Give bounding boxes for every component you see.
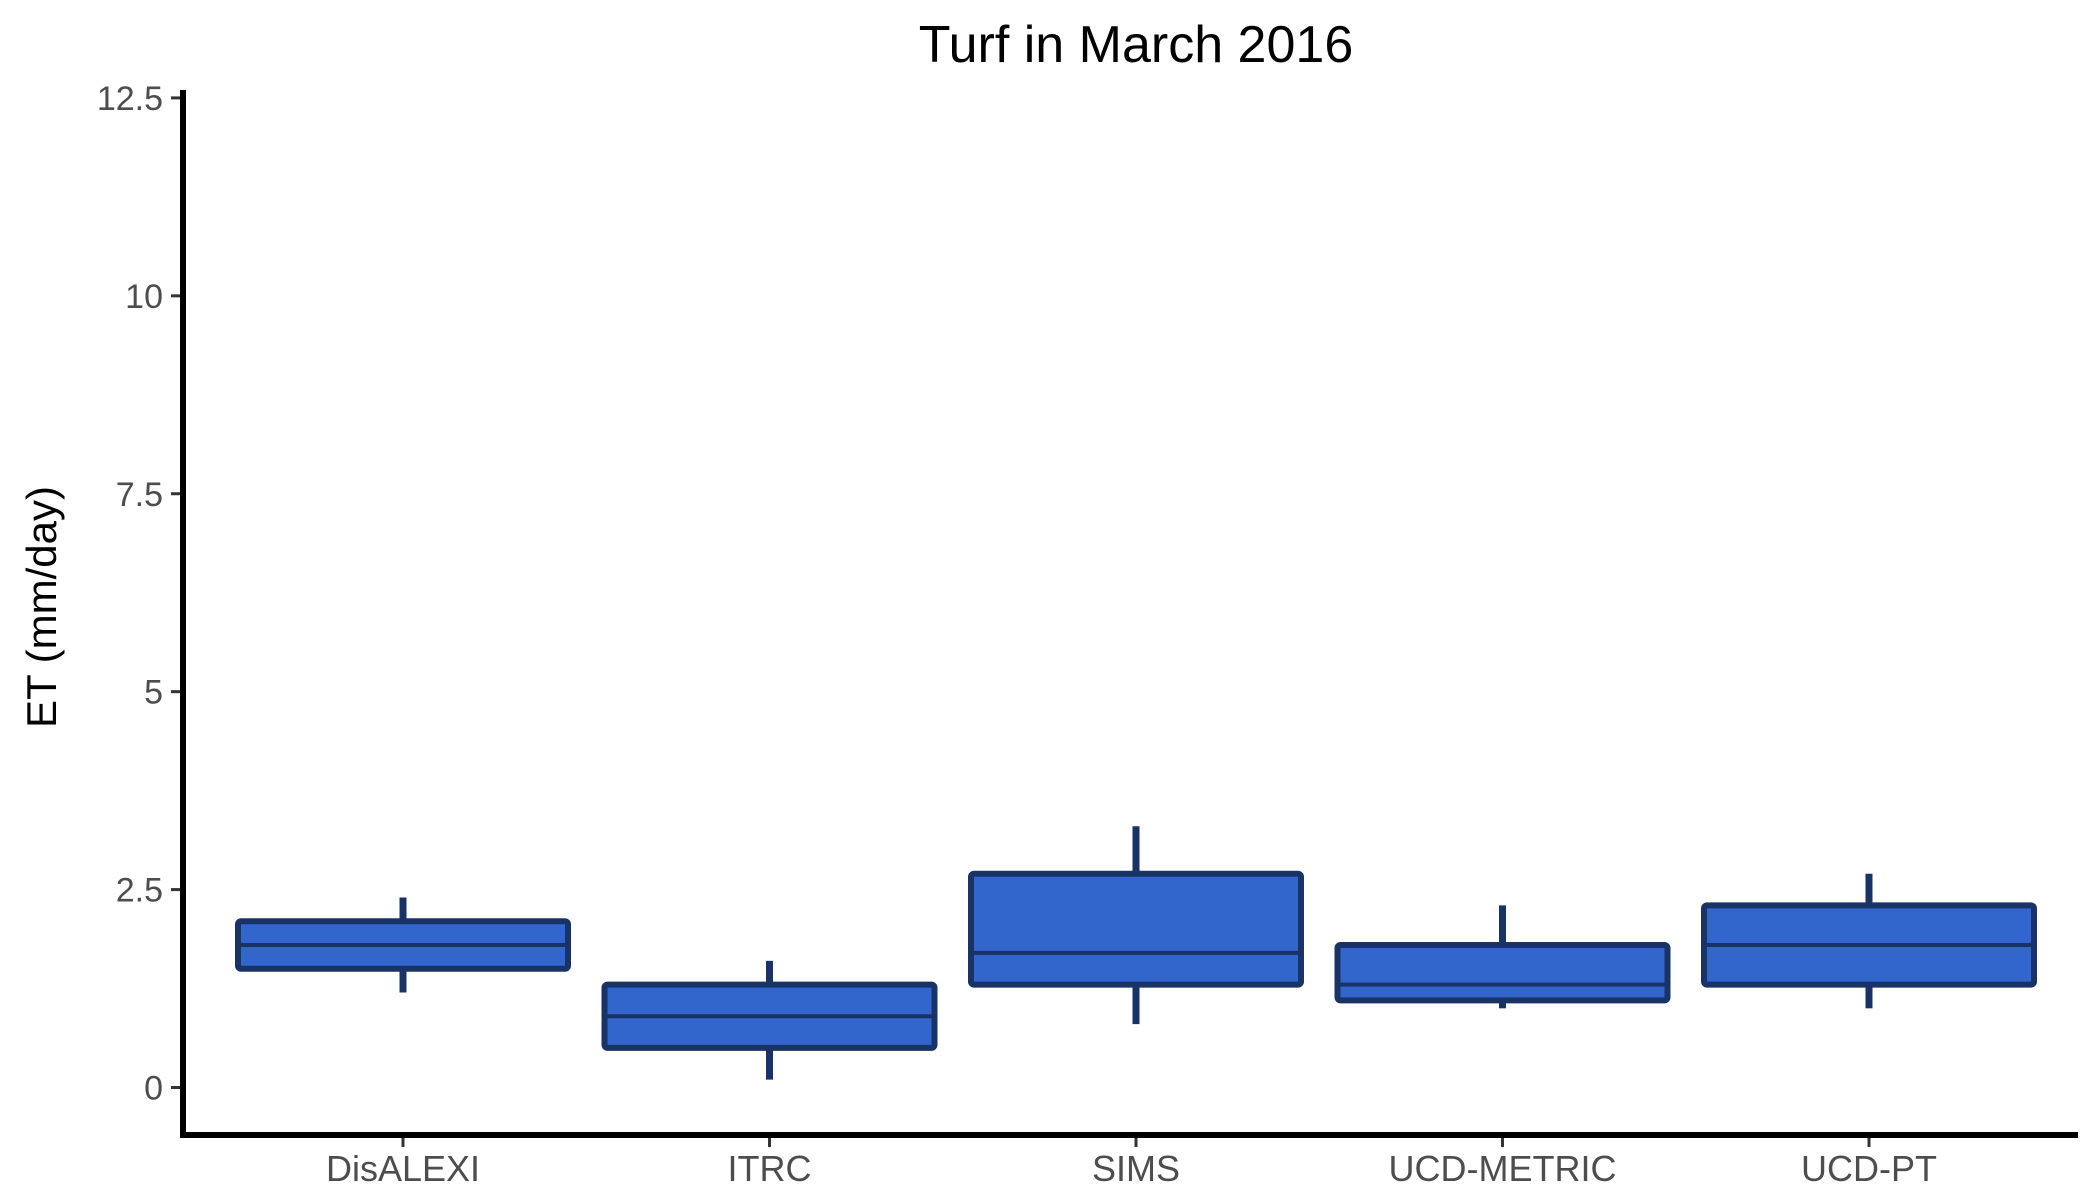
box-iqr	[1334, 942, 1671, 1004]
box-disalexi	[235, 897, 571, 993]
x-tick-label: UCD-PT	[1801, 1148, 1937, 1189]
y-tick-label: 0	[144, 1070, 163, 1108]
x-tick-label: UCD-METRIC	[1389, 1148, 1617, 1189]
x-tick-label: DisALEXI	[326, 1148, 480, 1189]
y-tick-label: 10	[125, 278, 163, 316]
y-tick-label: 7.5	[116, 476, 163, 514]
box-ucd-metric	[1334, 905, 1671, 1009]
y-tick-label: 12.5	[97, 80, 163, 118]
box-ucd-pt	[1701, 873, 2037, 1009]
box-iqr	[968, 870, 1304, 988]
y-axis-label: ET (mm/day)	[18, 486, 65, 728]
y-tick-label: 2.5	[116, 872, 163, 910]
chart-title: Turf in March 2016	[919, 16, 1353, 74]
x-axis-ticks: DisALEXI ITRC SIMS UCD-METRIC UCD-PT	[326, 1135, 1937, 1189]
y-tick-label: 5	[144, 674, 163, 712]
box-itrc	[601, 960, 938, 1080]
x-tick-label: ITRC	[728, 1148, 812, 1189]
x-tick-label: SIMS	[1092, 1148, 1180, 1189]
y-axis-ticks: 0 2.5 5 7.5 10 12.5	[97, 80, 183, 1108]
boxes	[235, 826, 2037, 1080]
box-sims	[968, 826, 1304, 1025]
